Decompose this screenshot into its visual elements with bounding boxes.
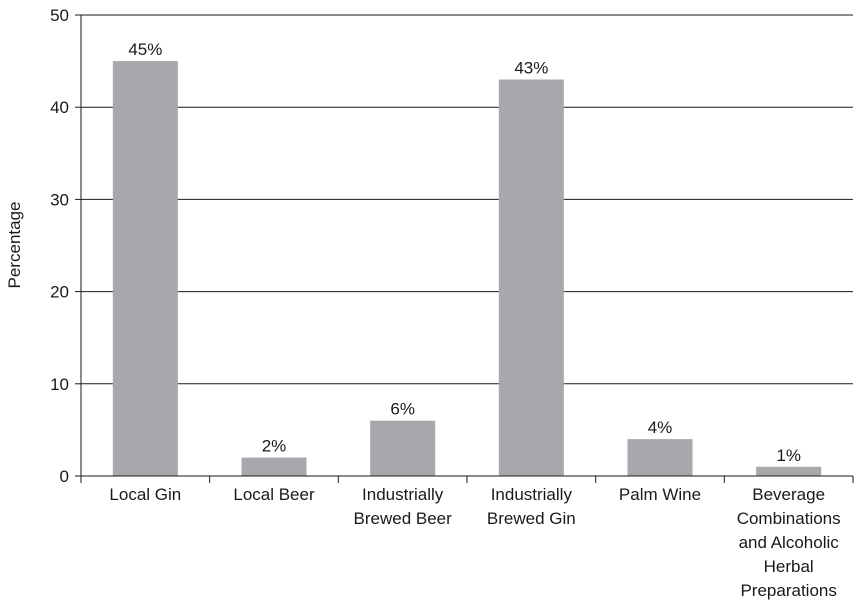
bar [112,61,178,476]
x-tick-label-line: and Alcoholic [739,533,840,552]
bar-value-label: 4% [648,418,673,437]
x-tick-label-line: Beverage [752,485,825,504]
x-tick-label-line: Industrially [362,485,444,504]
axes [75,14,854,483]
y-tick-label: 20 [50,283,69,302]
y-tick-label: 10 [50,375,69,394]
labels: 0 10 20 30 40 50 45% 2% 6% 43% 4% 1% Local Gin Local … [50,6,841,600]
y-tick-label: 40 [50,98,69,117]
x-tick-label: Local Gin [109,485,181,504]
y-tick-label: 50 [50,6,69,25]
y-tick-label: 0 [60,467,69,486]
bar-value-label: 43% [514,59,548,78]
bar-value-label: 1% [776,446,801,465]
x-tick-label-line: Local Beer [233,485,315,504]
x-tick-label: Industrially Brewed Gin [487,485,576,528]
x-tick-label-line: Brewed Beer [354,509,453,528]
bars [112,61,822,476]
x-tick-label-line: Preparations [740,581,836,600]
x-tick-label-line: Herbal [764,557,814,576]
bar [756,466,822,476]
bar [627,439,693,476]
x-tick-label: Local Beer [233,485,315,504]
x-tick-label: Palm Wine [619,485,701,504]
y-axis-label: Percentage [5,202,24,289]
bar [241,457,307,476]
x-tick-label: Beverage Combinations and Alcoholic Herbal P… [737,485,841,600]
x-tick-label-line: Combinations [737,509,841,528]
x-tick-label-line: Palm Wine [619,485,701,504]
bar-value-label: 6% [390,400,415,419]
bar [370,420,436,476]
x-tick-label-line: Brewed Gin [487,509,576,528]
gridlines [81,14,853,385]
bar [498,79,564,476]
y-tick-label: 30 [50,190,69,209]
x-tick-label-line: Local Gin [109,485,181,504]
x-tick-label-line: Industrially [491,485,573,504]
bar-value-label: 45% [128,40,162,59]
x-tick-label: Industrially Brewed Beer [354,485,453,528]
bar-value-label: 2% [262,437,287,456]
